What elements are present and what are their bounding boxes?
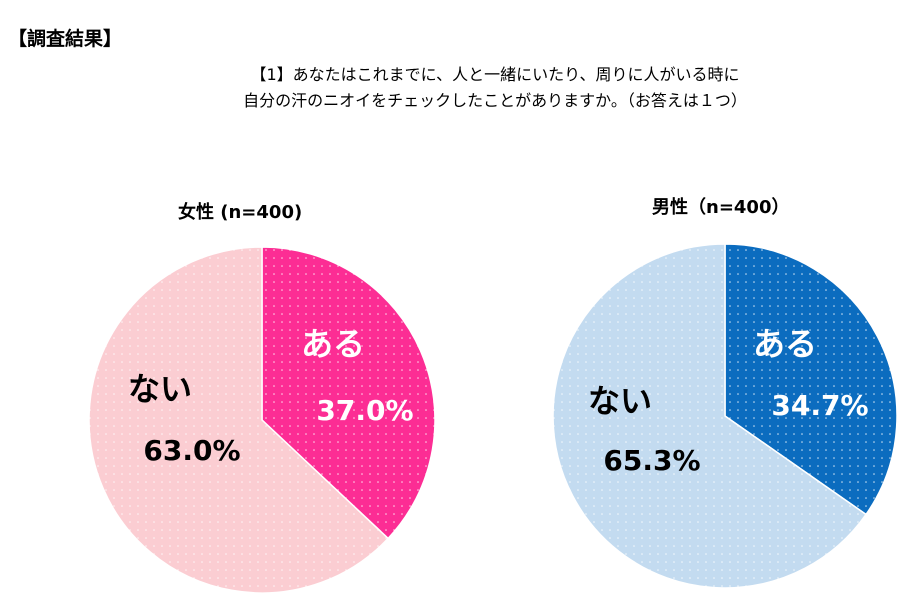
question-line-2: 自分の汗のニオイをチェックしたことがありますか。（お答えは１つ） <box>243 91 747 110</box>
pie-slice-texture-1-0 <box>725 244 897 515</box>
pie-slice-texture-0-1 <box>88 247 389 593</box>
slice-value-0-1: 63.0% <box>143 434 240 467</box>
pie-slice-texture-0-0 <box>262 247 435 539</box>
slice-value-1-0: 34.7% <box>771 389 868 422</box>
chart-title-female: 女性 (n=400) <box>178 202 303 223</box>
slice-label-0-1: ない <box>128 370 192 408</box>
question-text: 【1】あなたはこれまでに、人と一緒にいたり、周りに人がいる時に 自分の汗のニオイ… <box>0 62 915 114</box>
section-header: 【調査結果】 <box>8 28 123 50</box>
slice-label-1-1: ない <box>588 382 652 420</box>
slice-value-1-1: 65.3% <box>603 444 700 477</box>
chart-title-male: 男性（n=400） <box>652 197 790 218</box>
slice-value-0-0: 37.0% <box>316 394 413 427</box>
pie-slice-texture-1-1 <box>552 244 867 588</box>
slice-label-1-0: ある <box>753 325 817 363</box>
slice-label-0-0: ある <box>301 325 365 363</box>
question-line-1: 【1】あなたはこれまでに、人と一緒にいたり、周りに人がいる時に <box>250 65 740 84</box>
